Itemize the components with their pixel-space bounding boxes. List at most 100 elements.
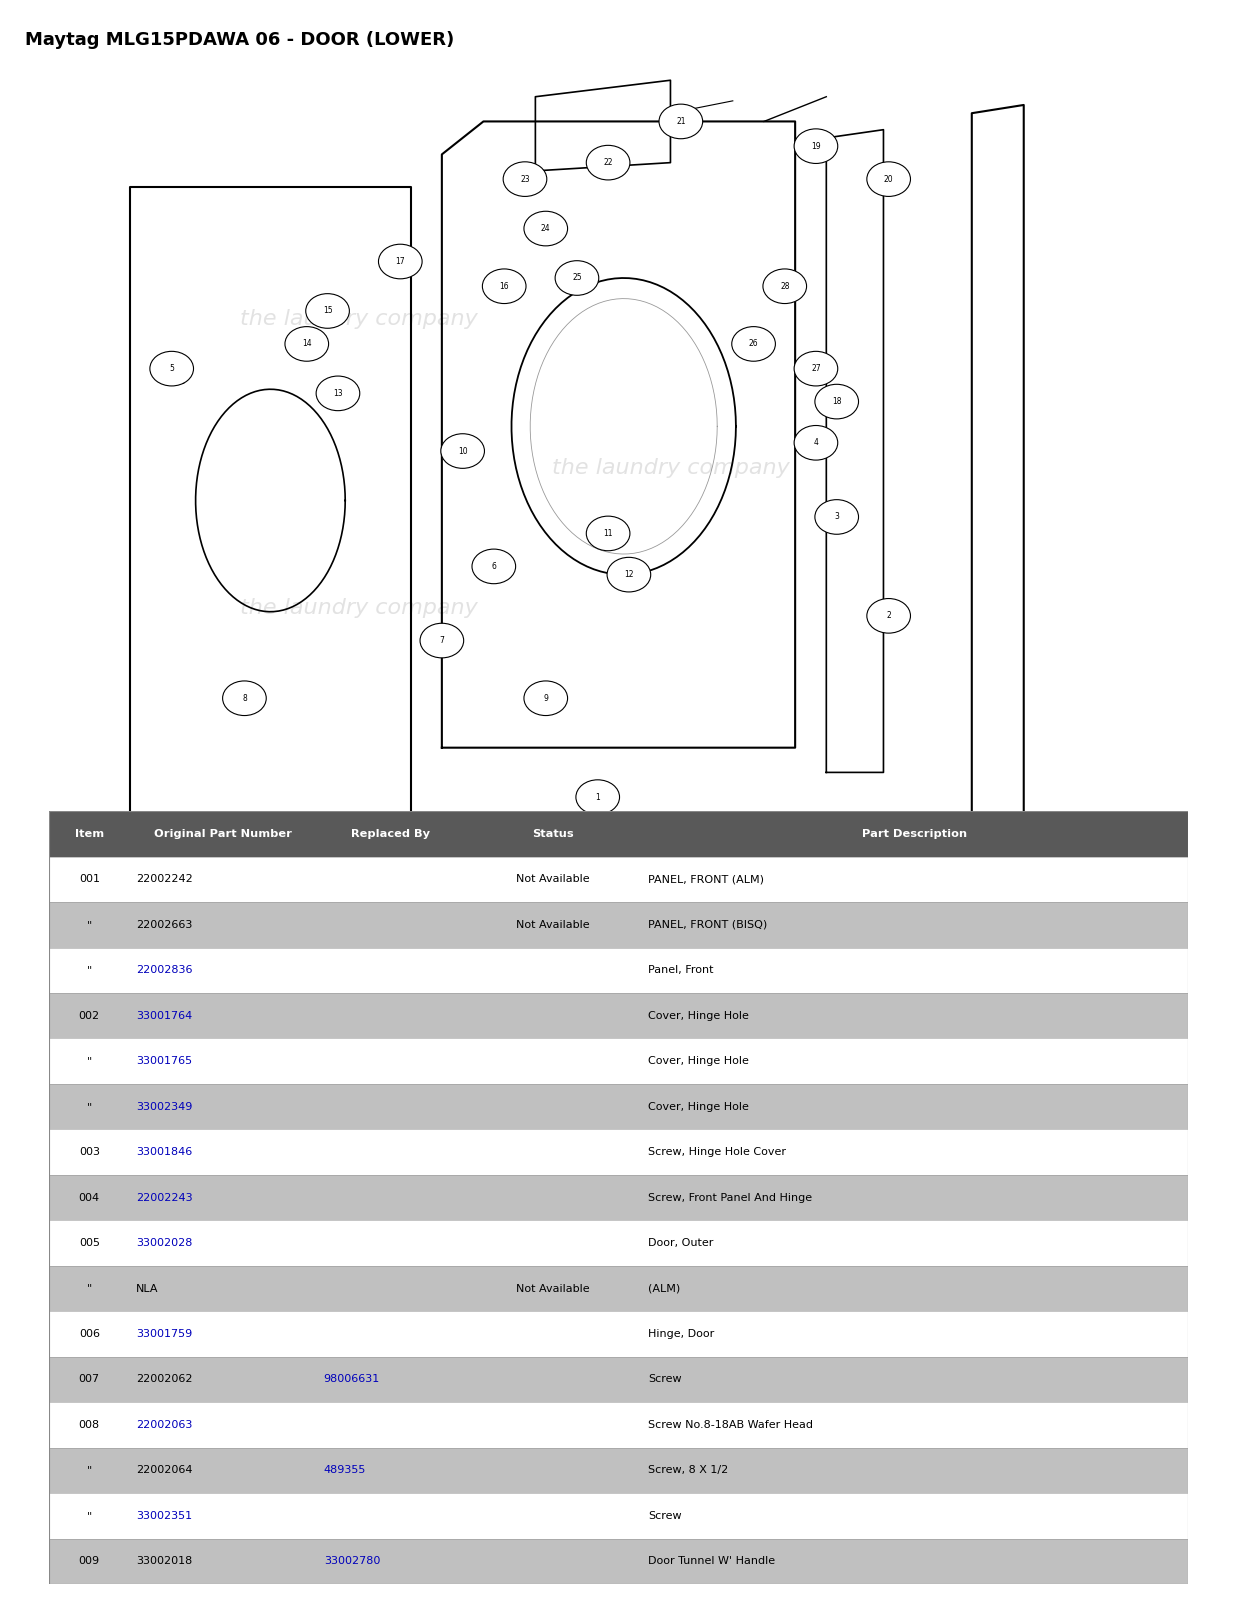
Circle shape — [732, 326, 776, 362]
Circle shape — [815, 384, 858, 419]
Circle shape — [524, 682, 568, 715]
Text: Screw, Front Panel And Hinge: Screw, Front Panel And Hinge — [648, 1192, 813, 1203]
Circle shape — [607, 557, 651, 592]
Text: 006: 006 — [79, 1330, 100, 1339]
Text: 33001765: 33001765 — [136, 1056, 192, 1066]
Bar — [49, 856, 1188, 902]
Text: PANEL, FRONT (ALM): PANEL, FRONT (ALM) — [648, 874, 764, 885]
Text: PANEL, FRONT (BISQ): PANEL, FRONT (BISQ) — [648, 920, 767, 930]
Circle shape — [482, 269, 526, 304]
Circle shape — [794, 352, 837, 386]
Text: Screw: Screw — [648, 1374, 682, 1384]
Text: NLA: NLA — [136, 1283, 158, 1293]
Text: 001: 001 — [79, 874, 100, 885]
Text: 1: 1 — [595, 792, 600, 802]
Text: 11: 11 — [604, 530, 612, 538]
Circle shape — [473, 549, 516, 584]
Bar — [49, 1083, 1188, 1130]
Text: 14: 14 — [302, 339, 312, 349]
Bar — [49, 902, 1188, 947]
Text: Replaced By: Replaced By — [351, 829, 430, 838]
Text: Part Description: Part Description — [862, 829, 967, 838]
Text: 16: 16 — [500, 282, 508, 291]
Bar — [49, 1221, 1188, 1266]
Bar — [49, 1266, 1188, 1312]
Text: ": " — [87, 1510, 92, 1522]
Text: 004: 004 — [79, 1192, 100, 1203]
Text: 4: 4 — [814, 438, 819, 448]
Text: 26: 26 — [748, 339, 758, 349]
Text: 22002063: 22002063 — [136, 1419, 192, 1430]
Text: 33001846: 33001846 — [136, 1147, 192, 1157]
Text: Not Available: Not Available — [516, 874, 590, 885]
Text: 22002064: 22002064 — [136, 1466, 193, 1475]
Text: Not Available: Not Available — [516, 1283, 590, 1293]
Text: Screw: Screw — [648, 1510, 682, 1522]
Circle shape — [586, 146, 630, 179]
Text: 9: 9 — [543, 694, 548, 702]
Text: Original Part Number: Original Part Number — [155, 829, 292, 838]
Text: Status: Status — [532, 829, 574, 838]
Circle shape — [150, 352, 193, 386]
Circle shape — [659, 104, 703, 139]
Text: 10: 10 — [458, 446, 468, 456]
Text: 22002243: 22002243 — [136, 1192, 193, 1203]
Circle shape — [794, 426, 837, 461]
Text: Screw No.8-18AB Wafer Head: Screw No.8-18AB Wafer Head — [648, 1419, 813, 1430]
Text: 24: 24 — [541, 224, 550, 234]
Text: 23: 23 — [521, 174, 529, 184]
Circle shape — [586, 517, 630, 550]
Text: the laundry company: the laundry company — [240, 597, 477, 618]
Text: 22002062: 22002062 — [136, 1374, 193, 1384]
Circle shape — [285, 326, 329, 362]
Bar — [49, 1402, 1188, 1448]
Text: 007: 007 — [79, 1374, 100, 1384]
Bar — [49, 994, 1188, 1038]
Text: Panel, Front: Panel, Front — [648, 965, 714, 976]
Bar — [49, 1130, 1188, 1174]
Text: 27: 27 — [811, 365, 820, 373]
Text: 489355: 489355 — [324, 1466, 366, 1475]
Text: Not Available: Not Available — [516, 920, 590, 930]
Text: 6: 6 — [491, 562, 496, 571]
Text: 13: 13 — [333, 389, 343, 398]
Text: 25: 25 — [573, 274, 581, 283]
Circle shape — [555, 261, 599, 296]
Text: Maytag Commercial Maytag MLG15PDAWA Dryer Parts Parts Diagram 06 - DOOR (LOWER): Maytag Commercial Maytag MLG15PDAWA Drye… — [353, 904, 884, 917]
Circle shape — [524, 211, 568, 246]
Text: 15: 15 — [323, 307, 333, 315]
Text: ": " — [87, 1102, 92, 1112]
Text: 8: 8 — [242, 694, 247, 702]
Bar — [49, 1539, 1188, 1584]
Text: Click on the part number to view part: Click on the part number to view part — [507, 934, 730, 947]
Text: 33002018: 33002018 — [136, 1557, 192, 1566]
Text: 002: 002 — [79, 1011, 100, 1021]
Text: Door, Outer: Door, Outer — [648, 1238, 714, 1248]
Text: 17: 17 — [396, 258, 404, 266]
Text: 22: 22 — [604, 158, 612, 166]
Text: Maytag MLG15PDAWA 06 - DOOR (LOWER): Maytag MLG15PDAWA 06 - DOOR (LOWER) — [25, 30, 454, 50]
Text: Screw, 8 X 1/2: Screw, 8 X 1/2 — [648, 1466, 729, 1475]
Bar — [49, 1038, 1188, 1083]
Text: (ALM): (ALM) — [648, 1283, 680, 1293]
Text: 33001759: 33001759 — [136, 1330, 192, 1339]
Circle shape — [867, 598, 910, 634]
Text: Item: Item — [74, 829, 104, 838]
Bar — [49, 1312, 1188, 1357]
Text: 28: 28 — [781, 282, 789, 291]
Text: the laundry company: the laundry company — [240, 309, 477, 330]
Circle shape — [317, 376, 360, 411]
Circle shape — [794, 130, 837, 163]
Text: ": " — [87, 1056, 92, 1066]
Text: 008: 008 — [79, 1419, 100, 1430]
Text: 33002349: 33002349 — [136, 1102, 192, 1112]
Bar — [49, 1493, 1188, 1539]
Text: Cover, Hinge Hole: Cover, Hinge Hole — [648, 1102, 748, 1112]
Circle shape — [867, 162, 910, 197]
Text: 33002780: 33002780 — [324, 1557, 380, 1566]
Text: Screw, Hinge Hole Cover: Screw, Hinge Hole Cover — [648, 1147, 785, 1157]
Text: ": " — [87, 965, 92, 976]
Text: 20: 20 — [884, 174, 893, 184]
Text: 98006631: 98006631 — [324, 1374, 380, 1384]
Text: ": " — [87, 1466, 92, 1475]
